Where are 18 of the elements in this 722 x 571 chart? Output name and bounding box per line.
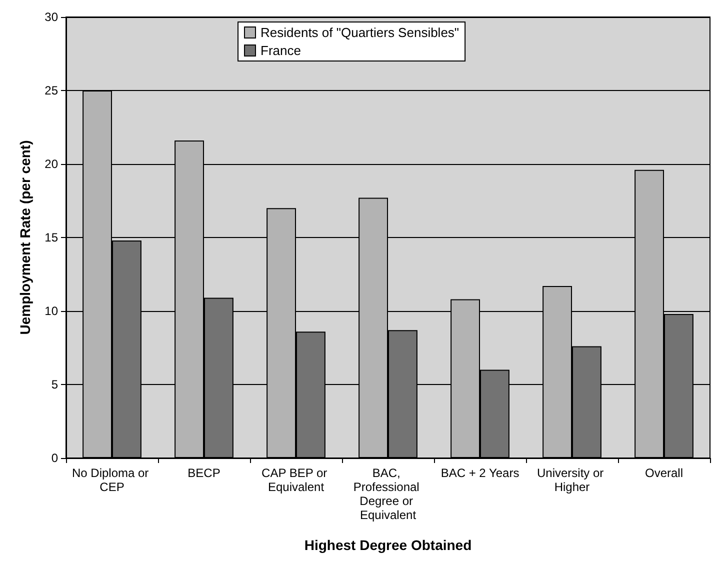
x-tick-label: BAC + 2 Years bbox=[440, 466, 520, 480]
x-tick-label: Overall bbox=[644, 466, 684, 480]
y-tick-label: 25 bbox=[44, 84, 58, 98]
y-axis-title: Uemployment Rate (per cent) bbox=[17, 140, 33, 335]
y-tick-label: 15 bbox=[44, 230, 58, 244]
y-tick-label: 20 bbox=[44, 157, 58, 171]
y-tick-label: 0 bbox=[51, 451, 58, 465]
legend-label: France bbox=[260, 43, 301, 58]
x-tick-label: University or Higher bbox=[536, 466, 608, 494]
x-tick-label: No Diploma or CEP bbox=[72, 466, 152, 494]
y-tick-label: 10 bbox=[44, 304, 58, 318]
y-tick-label: 5 bbox=[51, 378, 58, 392]
legend-label: Residents of "Quartiers Sensibles" bbox=[260, 25, 460, 40]
x-tick-label: BAC, Professional Degree or Equivalent bbox=[353, 466, 423, 522]
x-tick-label: CAP BEP or Equivalent bbox=[262, 466, 330, 494]
x-tick-label: BECP bbox=[188, 466, 220, 480]
y-tick-label: 30 bbox=[44, 10, 58, 24]
x-axis-title: Highest Degree Obtained bbox=[304, 537, 472, 553]
